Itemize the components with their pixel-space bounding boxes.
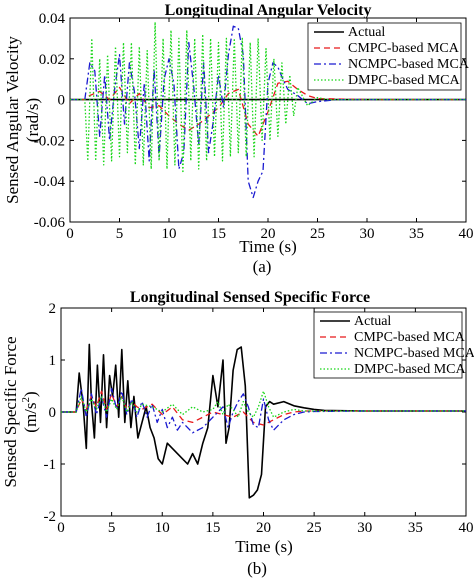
legend-label: DMPC-based MCA bbox=[354, 362, 467, 377]
chart-a-caption: (a) bbox=[253, 257, 272, 276]
chart-a-series bbox=[70, 21, 466, 199]
legend-label: NCMPC-based MCA bbox=[354, 346, 474, 361]
y-tick-label: 0.02 bbox=[39, 52, 65, 68]
chart-b-caption: (b) bbox=[247, 559, 267, 578]
y-tick-label: -0.02 bbox=[34, 133, 65, 149]
legend-label: DMPC-based MCA bbox=[348, 73, 461, 88]
y-tick-label: 1 bbox=[49, 353, 57, 369]
x-tick-label: 35 bbox=[408, 520, 423, 536]
legend-label: CMPC-based MCA bbox=[348, 41, 460, 56]
y-tick-label: -0.04 bbox=[34, 174, 66, 190]
series-line-ncmpc-based-mca bbox=[61, 387, 466, 434]
x-tick-label: 35 bbox=[409, 226, 424, 242]
x-tick-label: 0 bbox=[66, 226, 74, 242]
chart-b-title: Longitudinal Sensed Specific Force bbox=[130, 289, 370, 306]
chart-a-xlabel: Time (s) bbox=[239, 237, 296, 256]
y-tick-label: -0.06 bbox=[34, 215, 66, 231]
x-tick-label: 5 bbox=[108, 520, 116, 536]
chart-b-series bbox=[61, 343, 466, 499]
x-tick-label: 40 bbox=[459, 520, 474, 536]
chart-b-xlabel: Time (s) bbox=[235, 537, 292, 556]
series-line-actual bbox=[61, 343, 466, 499]
chart-a-legend-box bbox=[307, 22, 462, 91]
chart-b-y-tick-labels: 2 1 0 -1 -2 bbox=[44, 301, 57, 525]
y-tick-label: -2 bbox=[44, 509, 57, 525]
chart-b-ylabel-unit-close: ) bbox=[21, 391, 40, 397]
x-tick-label: 10 bbox=[155, 520, 170, 536]
legend-label: NCMPC-based MCA bbox=[348, 57, 470, 72]
y-tick-label: 0 bbox=[49, 405, 57, 421]
series-line-dmpc-based-mca bbox=[61, 390, 466, 418]
chart-b: Longitudinal Sensed Specific Force 0 5 10 1… bbox=[1, 289, 474, 578]
legend-label: Actual bbox=[348, 25, 385, 40]
x-tick-label: 40 bbox=[459, 226, 474, 242]
chart-a-ylabel-unit: (rad/s) bbox=[23, 98, 42, 142]
chart-a: Longitudinal Angular Velocity 0 5 10 15 20 25… bbox=[3, 2, 474, 276]
chart-b-ylabel: Sensed Specific Force bbox=[1, 336, 20, 487]
chart-a-x-tick-labels: 0 5 10 15 20 25 30 35 40 bbox=[66, 226, 473, 242]
x-tick-label: 15 bbox=[205, 520, 220, 536]
y-tick-label: -1 bbox=[44, 457, 57, 473]
chart-b-ticks bbox=[60, 307, 467, 517]
chart-a-ticks bbox=[69, 17, 467, 223]
x-tick-label: 5 bbox=[116, 226, 124, 242]
x-tick-label: 30 bbox=[360, 226, 375, 242]
legend-label: CMPC-based MCA bbox=[354, 330, 466, 345]
chart-b-ylabel-unit: (m/s2) bbox=[20, 391, 40, 432]
legend-label: Actual bbox=[354, 314, 391, 329]
chart-a-y-tick-labels: 0.04 0.02 0 -0.02 -0.04 -0.06 bbox=[34, 11, 66, 231]
chart-b-legend-box bbox=[313, 311, 463, 379]
y-tick-label: 2 bbox=[49, 301, 57, 317]
x-tick-label: 20 bbox=[261, 226, 276, 242]
y-tick-label: 0.04 bbox=[39, 11, 66, 27]
chart-b-ylabel-unit-sup: 2 bbox=[20, 397, 32, 403]
x-tick-label: 0 bbox=[57, 520, 65, 536]
chart-b-ylabel-unit-base: (m/s bbox=[21, 402, 40, 432]
series-line-cmpc-based-mca bbox=[61, 390, 466, 426]
chart-a-title: Longitudinal Angular Velocity bbox=[165, 2, 372, 19]
x-tick-label: 25 bbox=[307, 520, 322, 536]
x-tick-label: 10 bbox=[162, 226, 177, 242]
x-tick-label: 20 bbox=[256, 520, 271, 536]
x-tick-label: 15 bbox=[211, 226, 226, 242]
chart-b-x-tick-labels: 0 5 10 15 20 25 30 35 40 bbox=[57, 520, 473, 536]
x-tick-label: 30 bbox=[357, 520, 372, 536]
y-tick-label: 0 bbox=[58, 93, 66, 109]
x-tick-label: 25 bbox=[310, 226, 325, 242]
chart-a-ylabel: Sensed Angular Velocity bbox=[3, 36, 22, 204]
